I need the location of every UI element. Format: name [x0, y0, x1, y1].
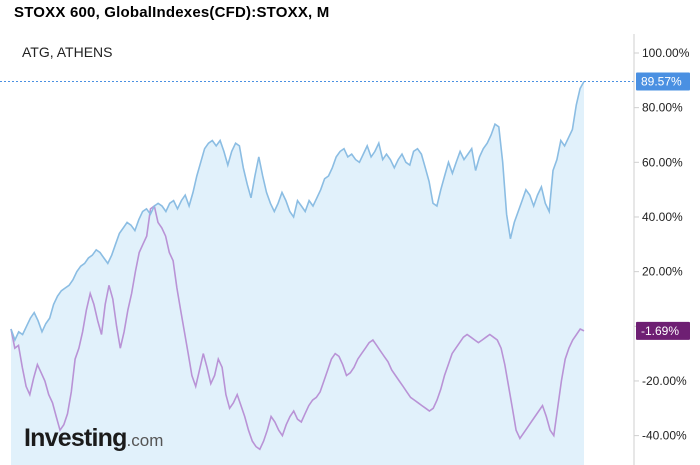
stoxx-tag-label: 89.57%	[641, 75, 682, 89]
atg-last-value-tag: -1.69%	[636, 321, 690, 340]
atg-tag-background	[636, 321, 690, 340]
chart-title: STOXX 600, GlobalIndexes(CFD):STOXX, M	[14, 4, 330, 21]
stoxx-last-value-tag: 89.57%	[636, 72, 690, 91]
atg-tag-label: -1.69%	[641, 324, 679, 338]
stoxx-area-fill	[11, 81, 584, 465]
compare-series-label: ATG, ATHENS	[22, 44, 113, 60]
stoxx-series-line	[10, 81, 585, 343]
investing-logo[interactable]: Investing.com	[24, 424, 163, 453]
y-tick-label: 80.00%	[642, 101, 683, 115]
atg-series-line	[10, 204, 585, 451]
logo-main-text: Investing	[24, 424, 127, 452]
y-tick-label: -20.00%	[642, 374, 687, 388]
y-tick-label: -40.00%	[642, 429, 687, 443]
stoxx-tag-background	[636, 72, 690, 91]
y-tick-label: 40.00%	[642, 210, 683, 224]
y-axis-ticks: 100.00% 80.00% 60.00% 40.00% 20.00% -20.00% -4…	[634, 46, 690, 443]
y-tick-label: 60.00%	[642, 155, 683, 169]
y-tick-label: 100.00%	[642, 46, 690, 60]
logo-suffix-text: .com	[126, 431, 164, 450]
y-tick-label: 20.00%	[642, 265, 683, 279]
